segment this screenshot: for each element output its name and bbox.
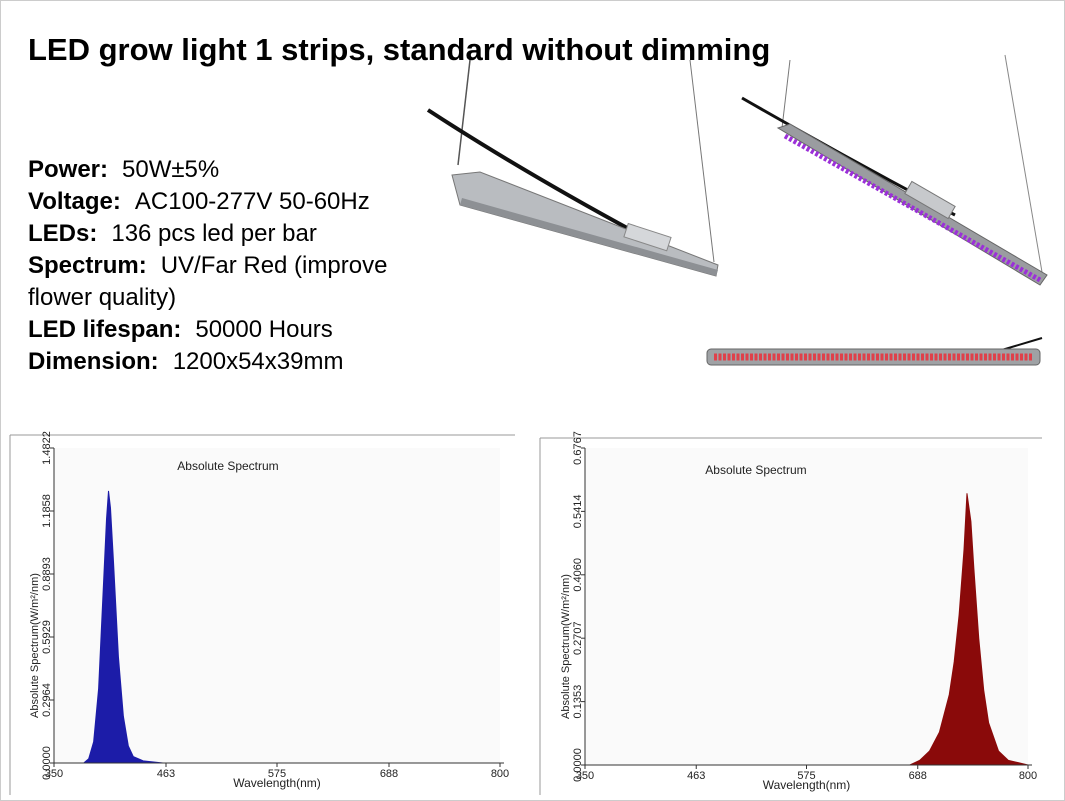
y-tick-label: 0.6767 <box>572 431 584 465</box>
y-tick-label: 1.1858 <box>41 494 53 528</box>
spec-row: Voltage: AC100-277V 50-60Hz <box>28 186 448 218</box>
x-tick-label: 463 <box>157 768 175 780</box>
spec-value: AC100-277V 50-60Hz <box>134 188 370 215</box>
y-tick-label: 0.5929 <box>41 620 53 654</box>
x-tick-label: 800 <box>1019 770 1037 782</box>
x-tick-label: 688 <box>909 770 927 782</box>
y-tick-label: 0.2707 <box>572 621 584 655</box>
spec-label: Voltage: <box>28 188 121 215</box>
chart: Absolute Spectrum Wavelength(nm) Absolute … <box>29 431 509 790</box>
y-axis-label: Absolute Spectrum(W/m²/nm) <box>29 573 41 718</box>
y-tick-label: 0.0000 <box>41 746 53 780</box>
x-tick-label: 575 <box>268 768 286 780</box>
y-tick-label: 0.4060 <box>572 558 584 592</box>
x-tick-label: 688 <box>380 768 398 780</box>
spec-row: Spectrum: UV/Far Red (improve flower qual… <box>28 250 448 314</box>
spec-label: Power: <box>28 156 109 183</box>
y-tick-label: 0.0000 <box>572 748 584 782</box>
product-image <box>426 59 719 277</box>
chart: Absolute Spectrum Wavelength(nm) Absolute … <box>560 431 1037 792</box>
spec-row: Power: 50W±5% <box>28 154 448 186</box>
spec-row: Dimension: 1200x54x39mm <box>28 346 448 378</box>
chart-title: Absolute Spectrum <box>705 463 806 477</box>
spec-value: 50W±5% <box>122 156 220 183</box>
y-axis-label: Absolute Spectrum(W/m²/nm) <box>560 574 572 719</box>
spec-label: LEDs: <box>28 220 98 247</box>
spec-value: 136 pcs led per bar <box>111 220 317 247</box>
x-axis-label: Wavelength(nm) <box>233 776 321 790</box>
spec-value: UV/Far Red (improve flower quality) <box>28 252 388 311</box>
y-tick-label: 0.8893 <box>41 557 53 591</box>
spectrum-area <box>585 493 1029 766</box>
x-tick-label: 800 <box>491 768 509 780</box>
chart-panel <box>9 434 1042 795</box>
product-image <box>706 337 1043 366</box>
x-tick-label: 350 <box>576 770 594 782</box>
product-image <box>741 54 1048 286</box>
y-tick-label: 0.2964 <box>41 683 53 717</box>
spec-row: LED lifespan: 50000 Hours <box>28 314 448 346</box>
y-tick-label: 1.4822 <box>41 431 53 465</box>
page-title: LED grow light 1 strips, standard withou… <box>28 32 771 67</box>
y-tick-label: 0.5414 <box>572 495 584 529</box>
chart-title: Absolute Spectrum <box>177 459 278 473</box>
y-tick-label: 0.1353 <box>572 685 584 719</box>
spec-value: 50000 Hours <box>195 316 333 343</box>
spec-label: LED lifespan: <box>28 316 182 343</box>
spec-list: Power: 50W±5% Voltage: AC100-277V 50-60Hz LE… <box>28 154 448 378</box>
spec-label: Spectrum: <box>28 252 147 279</box>
x-tick-label: 350 <box>45 768 63 780</box>
spec-row: LEDs: 136 pcs led per bar <box>28 218 448 250</box>
plot-area <box>54 448 500 763</box>
x-tick-label: 463 <box>687 770 705 782</box>
spec-value: 1200x54x39mm <box>172 348 344 375</box>
x-axis-label: Wavelength(nm) <box>763 778 851 792</box>
spec-label: Dimension: <box>28 348 159 375</box>
x-tick-label: 575 <box>797 770 815 782</box>
